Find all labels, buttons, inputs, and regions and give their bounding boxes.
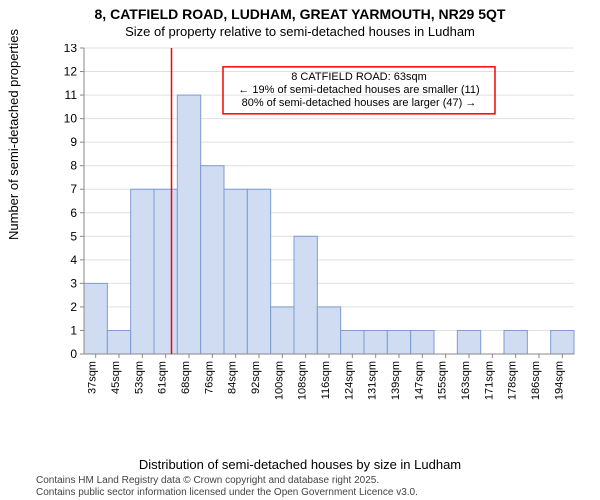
bar	[317, 307, 340, 354]
svg-text:10: 10	[64, 112, 78, 126]
svg-text:2: 2	[70, 300, 77, 314]
svg-text:← 19% of semi-detached houses: ← 19% of semi-detached houses are smalle…	[238, 84, 479, 96]
svg-text:37sqm: 37sqm	[87, 361, 99, 394]
svg-text:139sqm: 139sqm	[390, 361, 402, 400]
svg-text:53sqm: 53sqm	[133, 361, 145, 394]
bar	[84, 283, 107, 354]
bar	[387, 330, 410, 354]
svg-text:186sqm: 186sqm	[530, 361, 542, 400]
bar	[341, 330, 364, 354]
svg-text:45sqm: 45sqm	[110, 361, 122, 394]
chart-svg: 012345678910111213 37sqm45sqm53sqm61sqm6…	[60, 44, 580, 404]
svg-text:6: 6	[70, 206, 77, 220]
bar	[294, 236, 317, 354]
chart-container: 8, CATFIELD ROAD, LUDHAM, GREAT YARMOUTH…	[0, 0, 600, 500]
bar	[411, 330, 434, 354]
bar	[457, 330, 480, 354]
bar	[364, 330, 387, 354]
footnote: Contains HM Land Registry data © Crown c…	[36, 475, 418, 498]
bar	[131, 189, 154, 354]
svg-text:178sqm: 178sqm	[507, 361, 519, 400]
svg-text:4: 4	[70, 253, 77, 267]
svg-text:171sqm: 171sqm	[483, 361, 495, 400]
x-axis: 37sqm 45sqm 53sqm 61sqm 68sqm 76sqm 84sqm 92sqm…	[84, 354, 574, 400]
svg-text:155sqm: 155sqm	[437, 361, 449, 400]
svg-text:124sqm: 124sqm	[343, 361, 355, 400]
svg-text:92sqm: 92sqm	[250, 361, 262, 394]
svg-text:9: 9	[70, 135, 77, 149]
svg-text:131sqm: 131sqm	[367, 361, 379, 400]
bars	[84, 95, 574, 354]
svg-text:7: 7	[70, 182, 77, 196]
svg-text:13: 13	[64, 44, 78, 55]
svg-text:5: 5	[70, 229, 77, 243]
svg-text:80% of semi-detached houses ar: 80% of semi-detached houses are larger (…	[242, 97, 477, 109]
y-axis: 012345678910111213	[64, 44, 84, 361]
svg-text:100sqm: 100sqm	[273, 361, 285, 400]
footnote-line1: Contains HM Land Registry data © Crown c…	[36, 475, 418, 487]
bar	[247, 189, 270, 354]
chart-title-line1: 8, CATFIELD ROAD, LUDHAM, GREAT YARMOUTH…	[0, 6, 600, 22]
svg-text:116sqm: 116sqm	[320, 361, 332, 399]
bar	[224, 189, 247, 354]
bar	[271, 307, 294, 354]
svg-text:11: 11	[65, 88, 78, 102]
svg-text:8: 8	[70, 159, 77, 173]
callout-box: 8 CATFIELD ROAD: 63sqm← 19% of semi-deta…	[223, 67, 495, 114]
bar	[504, 330, 527, 354]
svg-text:147sqm: 147sqm	[413, 361, 425, 400]
svg-text:76sqm: 76sqm	[203, 361, 215, 394]
svg-text:8 CATFIELD ROAD: 63sqm: 8 CATFIELD ROAD: 63sqm	[291, 71, 427, 83]
bar	[551, 330, 574, 354]
svg-text:0: 0	[70, 347, 77, 361]
bar	[107, 330, 130, 354]
bar	[154, 189, 177, 354]
svg-text:163sqm: 163sqm	[460, 361, 472, 400]
y-axis-label: Number of semi-detached properties	[6, 29, 21, 240]
bar	[201, 166, 224, 354]
bar	[177, 95, 200, 354]
svg-text:12: 12	[64, 65, 78, 79]
footnote-line2: Contains public sector information licen…	[36, 487, 418, 499]
x-axis-label: Distribution of semi-detached houses by …	[0, 457, 600, 472]
chart-title-line2: Size of property relative to semi-detach…	[0, 24, 600, 39]
svg-text:108sqm: 108sqm	[297, 361, 309, 400]
svg-text:194sqm: 194sqm	[553, 361, 565, 400]
svg-text:84sqm: 84sqm	[227, 361, 239, 394]
svg-text:1: 1	[70, 323, 77, 337]
svg-text:3: 3	[70, 276, 77, 290]
svg-text:61sqm: 61sqm	[157, 361, 169, 394]
svg-text:68sqm: 68sqm	[180, 361, 192, 394]
